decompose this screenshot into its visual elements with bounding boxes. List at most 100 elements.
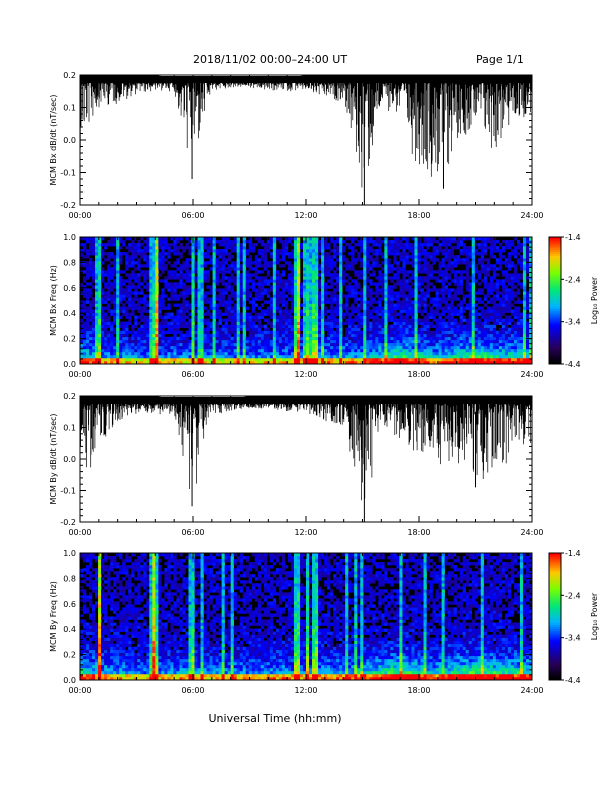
spectrogram-cell <box>324 285 328 289</box>
spectrogram-cell <box>339 324 343 329</box>
spectrogram-cell <box>164 342 168 347</box>
spectrogram-cell <box>164 345 168 350</box>
spectrogram-cell <box>212 336 216 341</box>
spectrogram-cell <box>179 318 183 322</box>
spectrogram-cell <box>462 333 466 338</box>
spectrogram-cell <box>348 243 352 247</box>
spectrogram-cell <box>290 243 295 247</box>
spectrogram-cell <box>321 330 325 335</box>
spectrogram-cell <box>125 252 129 256</box>
spectrogram-cell <box>98 294 102 298</box>
spectrogram-cell <box>239 252 244 256</box>
spectrogram-cell <box>176 324 180 329</box>
spectrogram-cell <box>402 351 406 356</box>
spectrogram-cell <box>191 255 195 259</box>
spectrogram-cell <box>275 237 280 241</box>
spectrogram-cell <box>257 258 262 262</box>
spectrogram-cell <box>137 309 141 313</box>
spectrogram-cell <box>492 339 497 344</box>
spectrogram-cell <box>233 237 237 241</box>
spectrogram-cell <box>269 321 274 325</box>
spectrogram-cell <box>170 339 174 344</box>
spectrogram-cell <box>185 261 189 265</box>
spectrogram-cell <box>426 240 430 244</box>
spectrogram-cell <box>83 249 87 253</box>
spectrogram-cell <box>450 357 454 362</box>
spectrogram-cell <box>149 336 153 341</box>
spectrogram-cell <box>369 345 373 350</box>
spectrogram-cell <box>444 297 448 301</box>
spectrogram-cell <box>315 279 319 283</box>
spectrogram-cell <box>161 306 165 310</box>
spectrogram-cell <box>122 291 126 295</box>
spectrogram-cell <box>152 300 156 304</box>
spectrogram-cell <box>257 315 262 319</box>
spectrogram-cell <box>384 336 388 341</box>
spectrogram-cell <box>230 264 234 268</box>
spectrogram-cell <box>185 330 189 335</box>
spectrogram-cell <box>104 285 108 289</box>
spectrogram-cell <box>290 336 295 341</box>
spectrogram-cell <box>483 279 488 283</box>
spectrogram-cell <box>384 348 388 353</box>
spectrogram-cell <box>224 303 228 307</box>
spectrogram-cell <box>266 339 271 344</box>
spectrogram-cell <box>402 285 406 289</box>
spectrogram-cell <box>266 321 271 325</box>
spectrogram-cell <box>483 348 488 353</box>
spectrogram-cell <box>441 324 445 329</box>
spectrogram-cell <box>302 276 307 280</box>
spectrogram-cell <box>486 345 491 350</box>
spectrogram-cell <box>248 246 253 250</box>
spectrogram-cell <box>149 354 153 359</box>
spectrogram-cell <box>336 285 340 289</box>
spectrogram-cell <box>333 321 337 325</box>
spectrogram-cell <box>119 288 123 292</box>
spectrogram-cell <box>242 252 247 256</box>
spectrogram-cell <box>336 300 340 304</box>
spectrogram-cell <box>390 324 394 329</box>
spectrogram-cell <box>218 318 222 322</box>
spectrogram-cell <box>456 282 460 286</box>
spectrogram-cell <box>155 243 159 247</box>
spectrogram-cell <box>188 264 192 268</box>
spectrogram-cell <box>95 258 99 262</box>
spectrogram-cell <box>293 276 298 280</box>
spectrogram-cell <box>212 342 216 347</box>
spectrogram-cell <box>278 345 283 350</box>
spectrogram-cell <box>315 276 319 280</box>
spectrogram-cell <box>438 291 442 295</box>
spectrogram-cell <box>447 333 451 338</box>
spectrogram-cell <box>387 351 391 356</box>
spectrogram-cell <box>384 342 388 347</box>
spectrogram-cell <box>471 240 476 244</box>
spectrogram-cell <box>411 360 415 365</box>
spectrogram-cell <box>107 282 111 286</box>
spectrogram-cell <box>161 327 165 332</box>
spectrogram-cell <box>122 321 126 325</box>
spectrogram-cell <box>384 291 388 295</box>
spectrogram-cell <box>164 306 168 310</box>
spectrogram-cell <box>296 315 301 319</box>
spectrogram-cell <box>315 249 319 253</box>
spectrogram-cell <box>420 294 424 298</box>
spectrogram-cell <box>230 336 234 341</box>
spectrogram-cell <box>435 306 439 310</box>
spectrogram-cell <box>122 336 126 341</box>
spectrogram-cell <box>149 339 153 344</box>
spectrogram-cell <box>342 255 346 259</box>
spectrogram-cell <box>489 288 494 292</box>
spectrogram-cell <box>191 294 195 298</box>
spectrogram-cell <box>477 324 482 329</box>
spectrogram-cell <box>327 315 331 319</box>
spectrogram-cell <box>233 339 237 344</box>
spectrogram-cell <box>477 312 482 316</box>
spectrogram-cell <box>80 300 84 304</box>
spectrogram-cell <box>176 246 180 250</box>
spectrogram-cell <box>315 291 319 295</box>
spectrogram-cell <box>465 294 470 298</box>
spectrogram-cell <box>447 360 451 365</box>
spectrogram-cell <box>248 237 253 241</box>
spectrogram-cell <box>191 246 195 250</box>
spectrogram-cell <box>330 309 334 313</box>
